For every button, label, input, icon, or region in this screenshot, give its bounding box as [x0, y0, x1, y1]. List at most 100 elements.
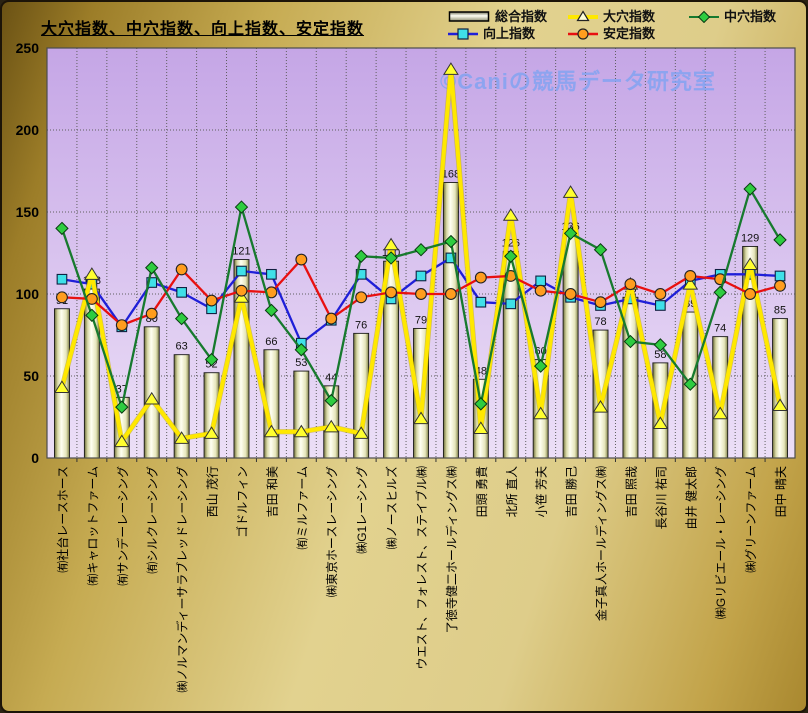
bar-value-label: 76 — [355, 319, 367, 331]
diamond-marker — [55, 221, 69, 236]
diamond-marker — [174, 311, 189, 326]
diamond-marker — [414, 243, 428, 257]
legend-label: 安定指数 — [603, 26, 656, 41]
x-axis-category-label: ㈱グリーンファーム — [744, 466, 758, 573]
diamond-marker — [384, 251, 398, 265]
legend-label: 中穴指数 — [724, 9, 777, 24]
x-axis-category-label: 西山 茂行 — [206, 466, 220, 517]
bar-value-label: 129 — [741, 232, 759, 244]
x-axis-category-label: ㈱東京ホースレーシング — [325, 466, 339, 597]
diamond-marker — [324, 393, 338, 408]
circle-marker — [145, 307, 158, 320]
circle-marker — [774, 279, 786, 292]
diamond-marker — [85, 308, 99, 323]
x-axis-category-label: ㈲シルクレーシング — [146, 466, 160, 574]
diamond-line-icon — [689, 10, 719, 23]
y-axis-tick-label: 200 — [16, 122, 40, 138]
diamond-marker — [234, 200, 249, 214]
square-marker — [146, 277, 158, 288]
triangle-marker — [83, 267, 100, 280]
legend-item-antei-shisuu: 安定指数 — [568, 26, 655, 41]
bar-total-index — [293, 370, 310, 459]
diamond-marker — [623, 334, 638, 349]
diamond-marker — [563, 226, 578, 241]
legend-item-sougou-shisuu: 総合指数 — [448, 9, 547, 24]
triangle-marker — [712, 406, 729, 420]
diamond-marker — [264, 303, 279, 318]
bar-swatch-icon — [448, 11, 490, 22]
circle-marker — [534, 284, 547, 297]
diamond-marker — [354, 249, 368, 263]
triangle-marker — [173, 431, 190, 444]
triangle-marker — [742, 257, 759, 270]
square-marker — [505, 298, 517, 310]
triangle-marker — [472, 421, 489, 434]
x-axis-category-label: ㈱G1レーシング — [355, 466, 369, 554]
triangle-marker — [113, 434, 130, 448]
square-marker — [445, 252, 457, 264]
x-axis-category-label: ㈲キャロットファーム — [86, 466, 100, 586]
x-axis-category-label: ㈱ノルマンディーサラブレッドレーシング — [175, 466, 190, 693]
triangle-marker — [54, 380, 70, 393]
x-axis-category-label: 小笹 芳夫 — [535, 466, 549, 517]
y-axis-tick-label: 250 — [16, 40, 40, 56]
diamond-marker — [683, 377, 697, 391]
bar-value-label: 78 — [594, 316, 606, 328]
diamond-marker — [294, 343, 309, 357]
x-axis-category-label: ㈲サンデーレーシング — [115, 466, 130, 586]
square-marker — [655, 300, 666, 311]
legend-item-ooana-shisuu: 大穴指数 — [568, 9, 655, 24]
bar-value-label: 79 — [415, 314, 427, 326]
triangle-marker — [502, 208, 519, 221]
bar-value-label: 74 — [714, 323, 726, 335]
triangle-marker — [353, 426, 370, 439]
diamond-marker — [713, 285, 727, 300]
diamond-marker — [773, 233, 787, 247]
legend-item-chuuana-shisuu: 中穴指数 — [689, 9, 776, 24]
bar-value-label: 63 — [176, 341, 188, 353]
circle-marker — [235, 284, 248, 297]
circle-marker — [385, 286, 398, 299]
y-axis-tick-label: 0 — [31, 450, 39, 466]
triangle-marker — [443, 62, 459, 75]
triangle-marker — [592, 400, 609, 413]
triangle-marker — [652, 416, 669, 430]
circle-marker — [444, 288, 457, 300]
square-marker — [236, 265, 247, 277]
watermark: ©Caniの競馬データ研究室 — [440, 69, 716, 94]
circle-marker — [744, 288, 757, 300]
bar-value-label: 121 — [232, 246, 250, 258]
triangle-marker — [203, 426, 220, 439]
triangle-marker — [293, 424, 310, 438]
triangle-marker — [323, 419, 340, 433]
x-axis-category-label: ㈱Gリビエール・レーシング — [714, 466, 728, 619]
x-axis-category-label: ㈲社台レースホース — [55, 466, 70, 573]
x-axis-category-label: 田中 晴夫 — [773, 466, 788, 517]
x-axis-category-label: 吉田 照哉 — [623, 466, 638, 517]
legend-label: 総合指数 — [495, 9, 548, 24]
diamond-marker — [533, 359, 548, 373]
triangle-marker — [383, 237, 399, 251]
diamond-marker — [115, 400, 129, 414]
triangle-marker — [233, 290, 250, 303]
bar-value-label: 66 — [265, 336, 277, 348]
diamond-marker — [444, 234, 458, 249]
legend-item-koujou-shisuu: 向上指数 — [448, 26, 535, 41]
y-axis-tick-label: 100 — [16, 286, 40, 302]
circle-marker — [415, 288, 427, 300]
triangle-marker — [263, 424, 280, 438]
circle-marker — [325, 312, 338, 325]
circle-marker — [355, 291, 368, 304]
bar-total-index — [442, 182, 459, 459]
triangle-marker — [413, 411, 429, 425]
circle-marker — [654, 288, 667, 300]
triangle-marker — [682, 277, 699, 290]
bar-value-label: 58 — [654, 349, 666, 361]
circle-marker — [115, 319, 128, 332]
circle-line-icon — [568, 28, 598, 40]
x-axis-category-label: 田頭 勇貴 — [475, 466, 489, 517]
square-marker — [415, 270, 427, 282]
legend-label: 大穴指数 — [603, 9, 656, 24]
square-marker — [266, 268, 277, 280]
